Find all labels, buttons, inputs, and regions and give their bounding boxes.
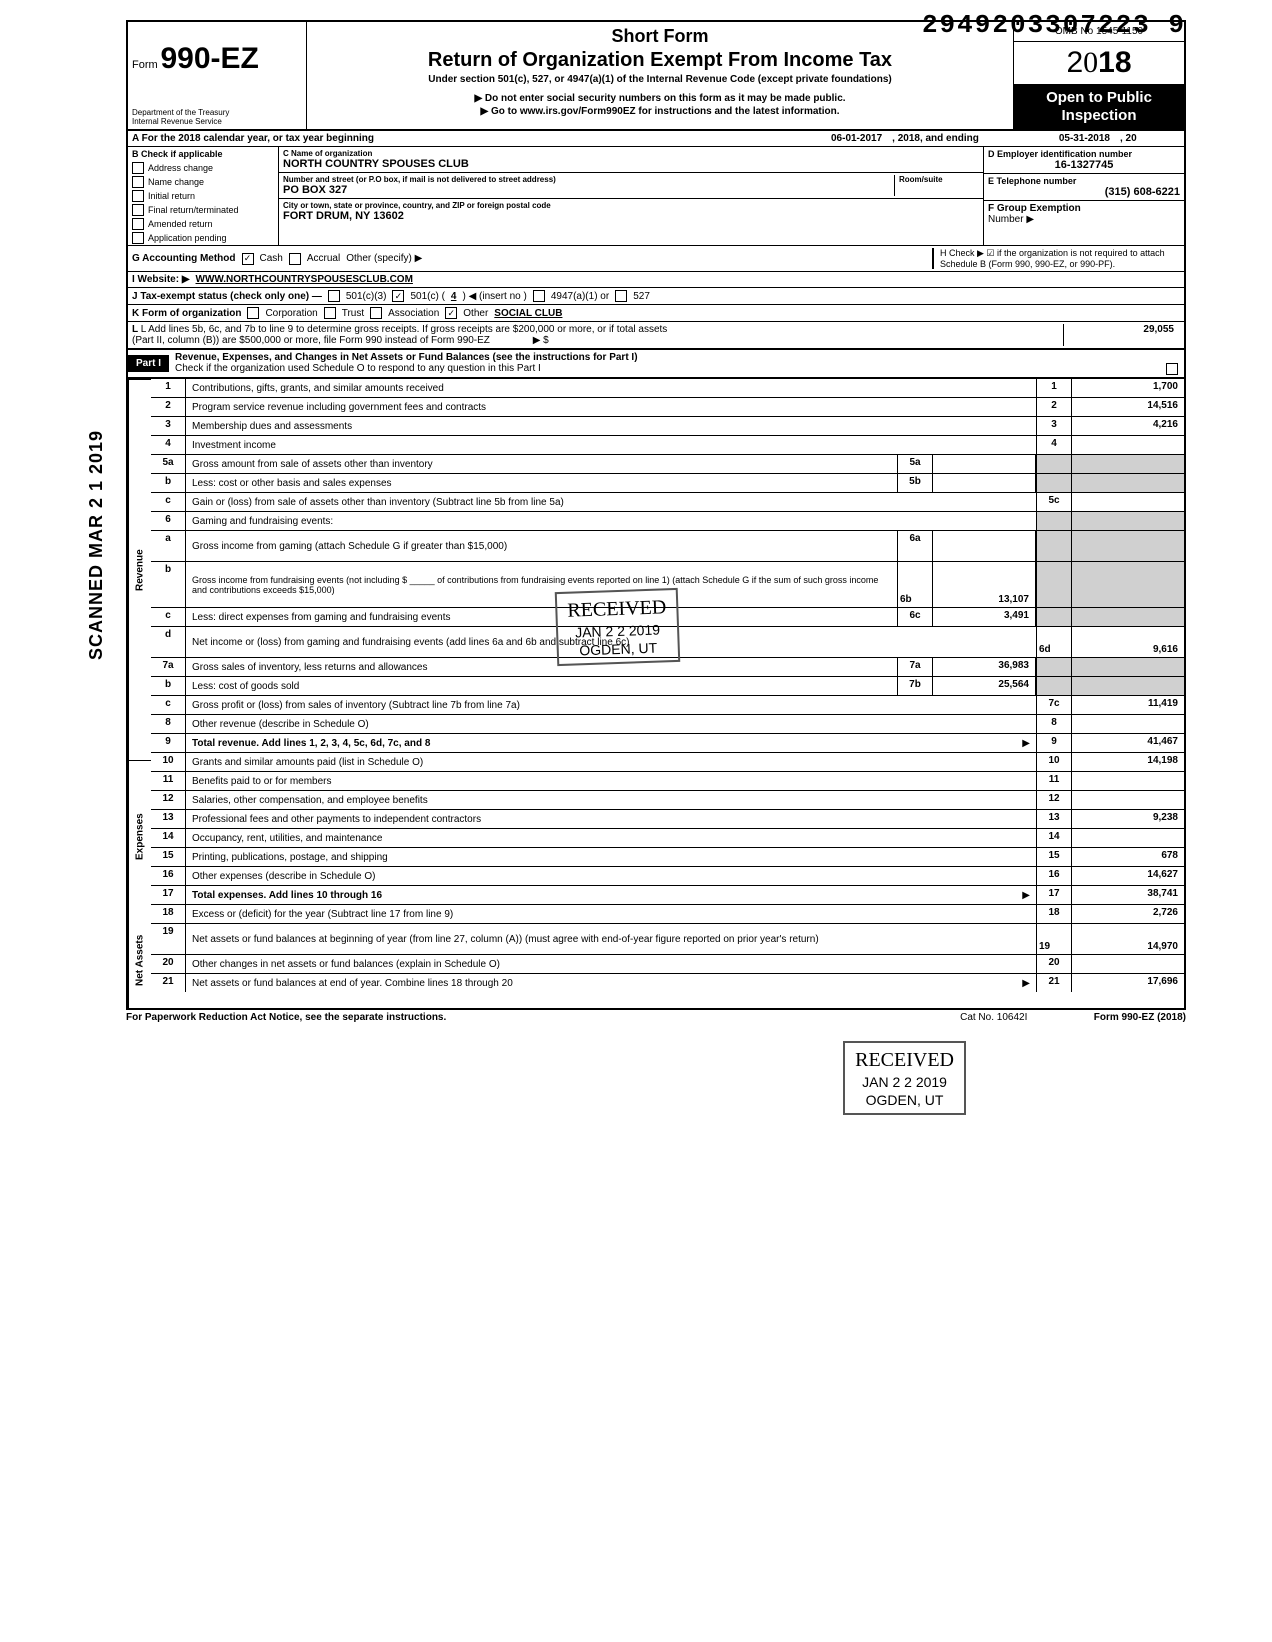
paperwork-notice: For Paperwork Reduction Act Notice, see …	[126, 1012, 894, 1023]
line-h: H Check ▶ ☑ if the organization is not r…	[932, 248, 1180, 269]
line-k: K Form of organization Corporation Trust…	[126, 305, 1186, 322]
page-footer: For Paperwork Reduction Act Notice, see …	[126, 1010, 1186, 1025]
website: WWW.NORTHCOUNTRYSPOUSESCLUB.COM	[196, 274, 413, 285]
tax-year-end: 05-31-2018	[1059, 133, 1110, 144]
chk-initial-return[interactable]	[132, 190, 144, 202]
chk-pending[interactable]	[132, 232, 144, 244]
line-21-amt: 17,696	[1072, 974, 1184, 992]
line-a: A For the 2018 calendar year, or tax yea…	[126, 131, 1186, 147]
chk-527[interactable]	[615, 290, 627, 302]
cat-no: Cat No. 10642I	[894, 1012, 1094, 1023]
line-8-amt	[1072, 715, 1184, 733]
chk-final-return[interactable]	[132, 204, 144, 216]
chk-address-change[interactable]	[132, 162, 144, 174]
chk-501c3[interactable]	[328, 290, 340, 302]
chk-amended[interactable]	[132, 218, 144, 230]
line-6c-amt: 3,491	[933, 608, 1036, 626]
open-to-public: Open to Public Inspection	[1014, 85, 1184, 129]
line-5b-amt	[933, 474, 1036, 492]
header-mid: Short Form Return of Organization Exempt…	[307, 22, 1014, 129]
entity-info-block: B Check if applicable Address change Nam…	[126, 147, 1186, 246]
instruction-1: ▶ Do not enter social security numbers o…	[313, 93, 1007, 104]
line-16-amt: 14,627	[1072, 867, 1184, 885]
line-19-amt: 14,970	[1072, 924, 1184, 954]
line-5a-amt	[933, 455, 1036, 473]
instruction-2: ▶ Go to www.irs.gov/Form990EZ for instru…	[313, 106, 1007, 117]
chk-cash[interactable]: ✓	[242, 253, 254, 265]
document-number: 2949203307223 9	[922, 10, 1186, 40]
chk-accrual[interactable]	[289, 253, 301, 265]
org-name: NORTH COUNTRY SPOUSES CLUB	[283, 158, 979, 170]
main-title: Return of Organization Exempt From Incom…	[313, 49, 1007, 72]
telephone: (315) 608-6221	[988, 186, 1180, 198]
line-18-amt: 2,726	[1072, 905, 1184, 923]
tax-year: 20201818	[1014, 42, 1184, 85]
line-6a-amt	[933, 531, 1036, 561]
chk-4947[interactable]	[533, 290, 545, 302]
line-l: L L Add lines 5b, 6c, and 7b to line 9 t…	[126, 322, 1186, 350]
expenses-label: Expenses	[128, 760, 151, 913]
form-ref: Form 990-EZ (2018)	[1094, 1012, 1186, 1023]
header-left: Form 990-EZ Department of the Treasury I…	[128, 22, 307, 129]
org-city: FORT DRUM, NY 13602	[283, 210, 979, 222]
tax-year-begin: 06-01-2017	[831, 133, 882, 144]
chk-assoc[interactable]	[370, 307, 382, 319]
line-20-amt	[1072, 955, 1184, 973]
line-g-h: G Accounting Method ✓Cash Accrual Other …	[126, 246, 1186, 272]
line-j: J Tax-exempt status (check only one) — 5…	[126, 288, 1186, 305]
chk-other-org[interactable]: ✓	[445, 307, 457, 319]
part-1-table: 1Contributions, gifts, grants, and simil…	[151, 379, 1186, 1010]
netassets-label: Net Assets	[128, 913, 151, 1008]
col-d-ein-tel: D Employer identification number 16-1327…	[984, 147, 1184, 245]
ein: 16-1327745	[988, 159, 1180, 171]
chk-schedule-o[interactable]	[1166, 363, 1178, 375]
received-stamp-1: RECEIVED JAN 2 2 2019 OGDEN, UT	[555, 588, 680, 667]
chk-name-change[interactable]	[132, 176, 144, 188]
line-1-amt: 1,700	[1072, 379, 1184, 397]
revenue-label: Revenue	[128, 379, 151, 760]
line-2-amt: 14,516	[1072, 398, 1184, 416]
line-i: I Website: ▶ WWW.NORTHCOUNTRYSPOUSESCLUB…	[126, 272, 1186, 288]
line-3-amt: 4,216	[1072, 417, 1184, 435]
form-prefix: Form	[132, 59, 158, 71]
line-10-amt: 14,198	[1072, 753, 1184, 771]
line-11-amt	[1072, 772, 1184, 790]
subtitle: Under section 501(c), 527, or 4947(a)(1)…	[313, 74, 1007, 85]
line-a-label: A For the 2018 calendar year, or tax yea…	[132, 133, 374, 144]
line-17-amt: 38,741	[1072, 886, 1184, 904]
chk-corp[interactable]	[247, 307, 259, 319]
received-stamp-2: RECEIVED JAN 2 2 2019 OGDEN, UT	[843, 1041, 966, 1115]
department: Department of the Treasury Internal Reve…	[132, 109, 229, 127]
line-13-amt: 9,238	[1072, 810, 1184, 828]
scanned-stamp: SCANNED MAR 2 1 2019	[86, 430, 107, 660]
col-b-checkboxes: B Check if applicable Address change Nam…	[128, 147, 279, 245]
line-6b-amt: 13,107	[933, 562, 1036, 607]
chk-501c[interactable]: ✓	[392, 290, 404, 302]
org-street: PO BOX 327	[283, 184, 894, 196]
line-9-amt: 41,467	[1072, 734, 1184, 752]
line-12-amt	[1072, 791, 1184, 809]
other-org-type: SOCIAL CLUB	[494, 308, 562, 319]
line-7b-amt: 25,564	[933, 677, 1036, 695]
short-form-label: Short Form	[313, 26, 1007, 47]
line-7a-amt: 36,983	[933, 658, 1036, 676]
line-5c-amt	[1072, 493, 1184, 511]
chk-trust[interactable]	[324, 307, 336, 319]
col-b-head: B Check if applicable	[128, 147, 278, 161]
501c-insert: 4	[451, 291, 457, 302]
line-4-amt	[1072, 436, 1184, 454]
part-1-header: Part I Revenue, Expenses, and Changes in…	[126, 350, 1186, 379]
part-1-label: Part I	[128, 355, 169, 372]
line-7c-amt: 11,419	[1072, 696, 1184, 714]
form-990ez: 2949203307223 9 Form 990-EZ Department o…	[126, 20, 1186, 1025]
line-15-amt: 678	[1072, 848, 1184, 866]
gross-receipts: 29,055	[1063, 324, 1180, 346]
col-c-org-info: C Name of organization NORTH COUNTRY SPO…	[279, 147, 984, 245]
line-6d-amt: 9,616	[1072, 627, 1184, 657]
form-number: 990-EZ	[160, 42, 258, 75]
line-14-amt	[1072, 829, 1184, 847]
